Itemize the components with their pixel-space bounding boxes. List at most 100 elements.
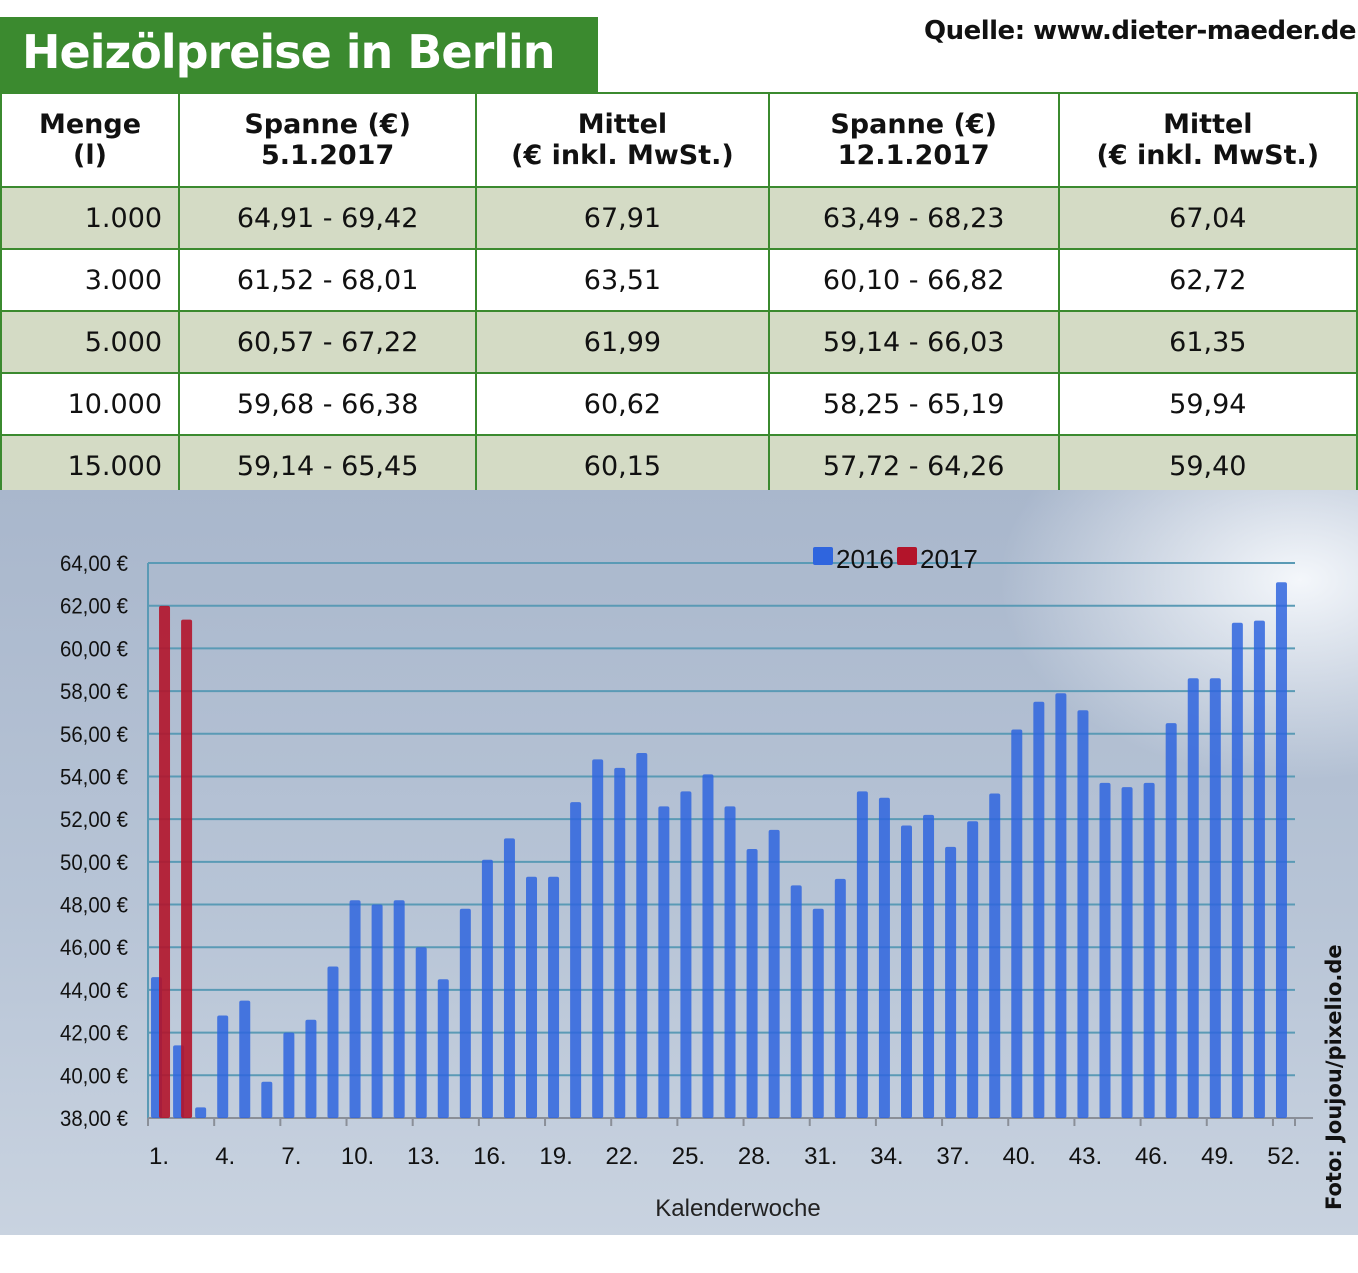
bar-2016 (1187, 678, 1199, 1118)
column-header: Mittel (€ inkl. MwSt.) (475, 92, 770, 188)
table-cell: 59,14 - 65,45 (178, 434, 478, 498)
bar-2016 (812, 908, 824, 1118)
source-label: Quelle: www.dieter-maeder.de (923, 16, 1357, 46)
bar-2016 (1077, 710, 1089, 1118)
legend-label: 2016 (836, 544, 894, 574)
table-row: 15.000 59,14 - 65,45 60,15 57,72 - 64,26 59,… (0, 434, 1358, 498)
column-header-line: Spanne (€) (830, 109, 997, 140)
y-tick-label: 42,00 € (60, 1021, 128, 1046)
legend-label: 2017 (920, 544, 978, 574)
table-row: 1.000 64,91 - 69,42 67,91 63,49 - 68,23 67,0… (0, 186, 1358, 250)
table-cell: 59,94 (1057, 372, 1358, 436)
table-cell: 67,04 (1057, 186, 1358, 250)
bar-2016 (283, 1032, 295, 1118)
x-tick-label: 4. (215, 1143, 235, 1170)
bar-2016 (1099, 782, 1111, 1118)
y-tick-label: 54,00 € (60, 764, 128, 789)
table-cell: 10.000 (0, 372, 181, 436)
y-tick-label: 62,00 € (60, 594, 128, 619)
x-tick-label: 49. (1201, 1143, 1234, 1170)
bar-2016 (1165, 723, 1177, 1118)
x-tick-label: 34. (870, 1143, 903, 1170)
table-cell: 1.000 (0, 186, 181, 250)
table-cell: 60,62 (475, 372, 770, 436)
bar-2016 (1055, 693, 1067, 1118)
y-tick-label: 52,00 € (60, 807, 128, 832)
bar-2016 (746, 849, 758, 1118)
column-header-line: 12.1.2017 (837, 140, 990, 171)
bar-2016 (724, 806, 736, 1118)
column-header: Mittel (€ inkl. MwSt.) (1057, 92, 1358, 188)
x-tick-label: 31. (804, 1143, 837, 1170)
bar-2016 (636, 752, 648, 1118)
y-tick-label: 58,00 € (60, 679, 128, 704)
y-tick-label: 46,00 € (60, 935, 128, 960)
x-tick-label: 25. (672, 1143, 705, 1170)
column-header: Spanne (€) 12.1.2017 (767, 92, 1060, 188)
table-row: 5.000 60,57 - 67,22 61,99 59,14 - 66,03 61,3… (0, 310, 1358, 374)
table-cell: 60,15 (475, 434, 770, 498)
table-cell: 59,68 - 66,38 (178, 372, 478, 436)
bar-2016 (1143, 782, 1155, 1118)
bar-2016 (1231, 622, 1243, 1118)
column-header: Menge (l) (0, 92, 181, 188)
bar-2016 (768, 829, 780, 1118)
bar-2016 (923, 814, 935, 1118)
x-tick-label: 37. (936, 1143, 969, 1170)
bar-2016 (834, 878, 846, 1118)
bar-2016 (548, 876, 560, 1118)
legend-swatch (813, 547, 833, 565)
bar-2016 (945, 846, 957, 1118)
y-tick-label: 44,00 € (60, 978, 128, 1003)
table-cell: 59,40 (1057, 434, 1358, 498)
table-cell: 61,52 - 68,01 (178, 248, 478, 312)
column-header-line: Mittel (1163, 109, 1253, 140)
x-tick-label: 19. (539, 1143, 572, 1170)
bar-2016 (371, 904, 383, 1118)
x-tick-label: 52. (1267, 1143, 1300, 1170)
x-tick-label: 22. (606, 1143, 639, 1170)
table-body: 1.000 64,91 - 69,42 67,91 63,49 - 68,23 67,0… (0, 186, 1358, 498)
table-cell: 64,91 - 69,42 (178, 186, 478, 250)
table-cell: 67,91 (475, 186, 770, 250)
price-table: Menge (l) Spanne (€) 5.1.2017 Mittel (€ inkl.… (0, 92, 1358, 498)
table-cell: 5.000 (0, 310, 181, 374)
bar-2016 (614, 767, 626, 1118)
y-tick-label: 56,00 € (60, 722, 128, 747)
x-tick-label: 43. (1069, 1143, 1102, 1170)
y-tick-label: 64,00 € (60, 551, 128, 576)
table-row: 10.000 59,68 - 66,38 60,62 58,25 - 65,19 59,… (0, 372, 1358, 436)
bar-2016 (393, 900, 405, 1118)
bar-2016 (327, 966, 339, 1118)
y-tick-label: 38,00 € (60, 1106, 128, 1131)
y-tick-label: 50,00 € (60, 850, 128, 875)
bar-2016 (967, 821, 979, 1118)
photo-credit: Foto: Joujou/pixelio.de (1322, 944, 1346, 1210)
table-cell: 62,72 (1057, 248, 1358, 312)
table-cell: 59,14 - 66,03 (767, 310, 1060, 374)
bar-2016 (305, 1019, 317, 1118)
page-title: Heizölpreise in Berlin (0, 17, 598, 92)
column-header-line: 5.1.2017 (261, 140, 395, 171)
bar-2016 (503, 838, 515, 1118)
x-tick-label: 13. (407, 1143, 440, 1170)
x-axis-label: Kalenderwoche (655, 1195, 820, 1222)
bar-2016 (1253, 620, 1265, 1118)
bar-2016 (415, 947, 427, 1118)
column-header-line: Menge (39, 109, 142, 140)
bar-2016 (239, 1000, 251, 1118)
bar-2017 (181, 619, 193, 1118)
bar-2017 (159, 605, 171, 1118)
column-header-line: (€ inkl. MwSt.) (1096, 140, 1320, 171)
column-header: Spanne (€) 5.1.2017 (178, 92, 478, 188)
bar-2016 (1033, 701, 1045, 1118)
table-cell: 3.000 (0, 248, 181, 312)
bar-2016 (261, 1081, 273, 1118)
x-tick-label: 10. (341, 1143, 374, 1170)
table-cell: 61,99 (475, 310, 770, 374)
bar-2016 (592, 759, 604, 1118)
bar-2016 (526, 876, 538, 1118)
bar-2016 (790, 885, 802, 1118)
table-cell: 63,49 - 68,23 (767, 186, 1060, 250)
